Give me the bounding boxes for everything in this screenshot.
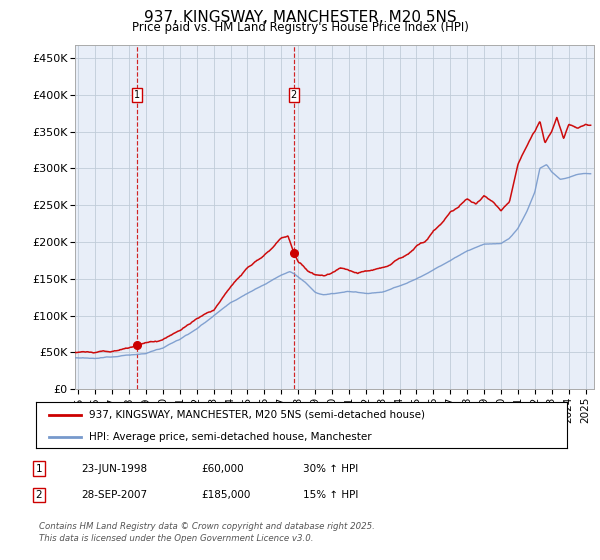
Text: £60,000: £60,000 — [201, 464, 244, 474]
Text: 23-JUN-1998: 23-JUN-1998 — [81, 464, 147, 474]
Text: 2: 2 — [290, 90, 297, 100]
Text: Contains HM Land Registry data © Crown copyright and database right 2025.
This d: Contains HM Land Registry data © Crown c… — [39, 522, 375, 543]
Text: Price paid vs. HM Land Registry's House Price Index (HPI): Price paid vs. HM Land Registry's House … — [131, 21, 469, 34]
Text: £185,000: £185,000 — [201, 490, 250, 500]
Text: 1: 1 — [134, 90, 140, 100]
Text: HPI: Average price, semi-detached house, Manchester: HPI: Average price, semi-detached house,… — [89, 432, 372, 441]
Text: 937, KINGSWAY, MANCHESTER, M20 5NS (semi-detached house): 937, KINGSWAY, MANCHESTER, M20 5NS (semi… — [89, 410, 425, 420]
Text: 28-SEP-2007: 28-SEP-2007 — [81, 490, 147, 500]
Text: 1: 1 — [35, 464, 43, 474]
Text: 937, KINGSWAY, MANCHESTER, M20 5NS: 937, KINGSWAY, MANCHESTER, M20 5NS — [143, 10, 457, 25]
Text: 15% ↑ HPI: 15% ↑ HPI — [303, 490, 358, 500]
Text: 2: 2 — [35, 490, 43, 500]
Text: 30% ↑ HPI: 30% ↑ HPI — [303, 464, 358, 474]
